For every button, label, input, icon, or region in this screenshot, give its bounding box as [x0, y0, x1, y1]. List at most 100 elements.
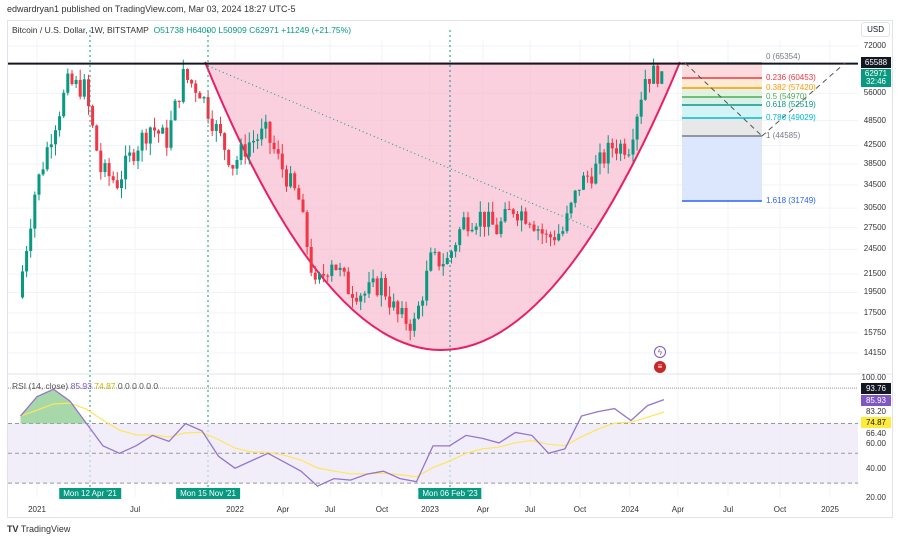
candle-body: [598, 152, 602, 164]
candle-body: [161, 127, 165, 134]
currency-button[interactable]: USD: [861, 22, 890, 37]
candle-body: [346, 271, 350, 295]
candle-body: [342, 267, 346, 272]
candle-body: [532, 224, 536, 231]
candle-body: [540, 229, 544, 234]
candle-body: [301, 199, 305, 213]
fib-band: [682, 78, 762, 88]
time-badge-3: Mon 06 Feb '23: [418, 488, 482, 499]
candle-body: [169, 120, 173, 148]
candle-body: [144, 132, 148, 144]
candle-body: [623, 143, 627, 155]
fib-level-label: 0.236 (60453): [766, 73, 816, 82]
time-axis-label: 2023: [421, 505, 439, 514]
cup-curve: [204, 61, 681, 351]
candle-body: [458, 229, 462, 246]
time-axis-label: 2024: [621, 505, 639, 514]
candle-body: [239, 144, 243, 161]
candle-body: [610, 142, 614, 149]
open-value: O51738: [153, 25, 184, 35]
candle-body: [219, 123, 222, 134]
time-axis-label: Oct: [773, 505, 787, 514]
candle-body: [99, 150, 103, 173]
candle-body: [495, 224, 499, 235]
time-axis-label: Oct: [375, 505, 389, 514]
published-header: edwardryan1 published on TradingView.com…: [7, 4, 296, 14]
candle-body: [243, 144, 247, 157]
rsi-axis-label: 83.20: [865, 407, 886, 416]
candle-body: [140, 132, 144, 151]
rsi-badge: 85.93: [861, 395, 891, 406]
rsi-axis-label: 100.00: [861, 373, 886, 382]
candle-body: [388, 296, 392, 308]
candle-body: [478, 211, 482, 227]
candle-body: [355, 297, 359, 302]
candle-body: [351, 294, 354, 298]
price-axis-label: 38500: [863, 159, 886, 169]
candle-body: [544, 233, 548, 235]
candle-body: [313, 272, 317, 280]
countdown: 32:46: [865, 77, 887, 86]
candle-body: [474, 226, 478, 230]
fib-level-label: 0.382 (57420): [766, 83, 816, 92]
rsi-axis-label: 66.40: [865, 429, 886, 438]
candle-body: [594, 163, 598, 184]
time-axis-label: Apr: [276, 505, 290, 514]
lightning-icon[interactable]: ϟ: [654, 346, 666, 358]
candle-body: [553, 237, 557, 241]
candle-body: [590, 176, 594, 184]
candle-body: [305, 212, 309, 247]
candle-body: [602, 152, 606, 164]
candle-body: [375, 278, 379, 296]
last-price: 62971: [864, 69, 888, 78]
candle-body: [153, 127, 156, 131]
candle-body: [450, 251, 453, 258]
candle-body: [82, 79, 86, 97]
candle-body: [503, 208, 507, 222]
candle-body: [606, 142, 610, 164]
projection-up: [761, 62, 846, 137]
rsi-upper-badge: 93.76: [861, 383, 891, 394]
candle-body: [33, 194, 37, 229]
price-axis-label: 56000: [863, 88, 886, 98]
candle-body: [41, 169, 45, 175]
time-badge-1: Mon 12 Apr '21: [59, 488, 121, 499]
rsi-value: 85.93: [70, 381, 92, 391]
rsi-line: [20, 388, 665, 487]
candle-body: [103, 163, 107, 173]
candle-body: [111, 176, 115, 181]
candle-body: [499, 221, 503, 235]
candle-body: [45, 147, 49, 170]
candle-body: [507, 208, 511, 210]
rsi-overbought-fill: [20, 389, 87, 424]
candle-body: [615, 148, 618, 154]
price-axis-label: 72000: [863, 41, 886, 50]
candle-body: [74, 79, 78, 85]
candle-body: [445, 257, 449, 265]
candle-body: [330, 264, 334, 276]
candle-body: [371, 278, 375, 283]
price-axis-label: 14150: [863, 348, 886, 357]
chart-frame[interactable]: [7, 20, 893, 518]
candle-body: [404, 307, 408, 324]
candle-body: [25, 250, 29, 272]
tradingview-logo: TV TradingView: [7, 524, 71, 534]
candle-body: [441, 264, 445, 267]
candle-body: [408, 323, 412, 331]
candle-body: [433, 251, 437, 253]
flag-icon[interactable]: ≡: [654, 361, 666, 373]
candle-body: [631, 139, 635, 155]
price-axis-label: 24500: [863, 244, 886, 254]
candle-body: [660, 71, 664, 84]
candle-body: [165, 127, 169, 148]
candle-body: [280, 153, 284, 170]
candle-body: [470, 229, 474, 232]
candle-body: [231, 165, 235, 169]
candle-body: [635, 116, 639, 140]
candle-body: [194, 83, 198, 93]
candle-body: [124, 155, 128, 180]
candle-body: [520, 211, 524, 221]
candle-body: [491, 211, 495, 225]
candle-body: [285, 169, 288, 187]
